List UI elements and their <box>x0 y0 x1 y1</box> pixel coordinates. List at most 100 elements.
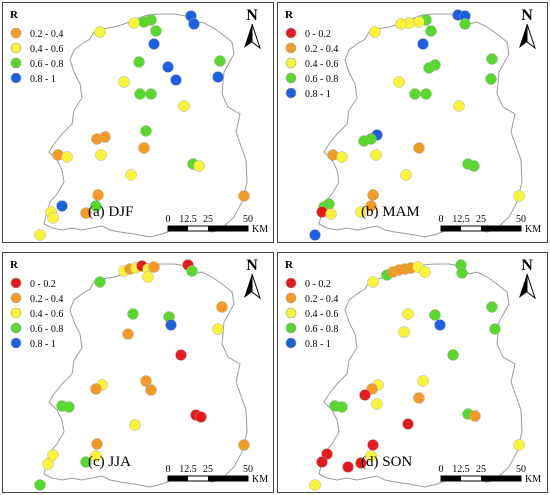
station-marker <box>402 418 414 430</box>
legend-title: R <box>10 9 19 21</box>
scale-tick-label: 12.5 <box>452 214 470 225</box>
legend-title: R <box>285 259 294 271</box>
station-marker <box>367 276 379 288</box>
station-marker <box>95 149 107 161</box>
station-marker <box>145 88 157 100</box>
station-marker <box>238 190 250 202</box>
legend-swatch <box>285 57 297 69</box>
legend-label: 0.6 - 0.8 <box>30 324 63 335</box>
station-marker <box>134 88 146 100</box>
station-marker <box>513 439 525 451</box>
station-marker <box>309 479 321 491</box>
station-markers <box>34 10 250 241</box>
station-marker <box>395 18 407 30</box>
station-marker <box>513 190 525 202</box>
legend-swatch <box>10 27 22 39</box>
station-marker <box>425 25 437 37</box>
station-markers <box>309 9 525 241</box>
legend-label: 0.2 - 0.4 <box>305 44 338 55</box>
scale-unit: KM <box>525 474 541 485</box>
station-marker <box>486 53 498 65</box>
station-marker <box>370 149 382 161</box>
legend-label: 0.4 - 0.6 <box>30 309 63 320</box>
station-marker <box>355 206 367 218</box>
station-marker <box>309 229 321 241</box>
station-marker <box>56 200 68 212</box>
scale-tick-label: 25 <box>476 464 486 475</box>
station-marker <box>336 151 348 163</box>
scale-unit: KM <box>252 224 268 235</box>
legend-label: 0.8 - 1 <box>30 339 56 350</box>
station-marker <box>92 189 104 201</box>
scale-bar-segment <box>441 476 461 481</box>
legend-label: 0 - 0.2 <box>305 279 331 290</box>
legend-swatch <box>10 42 22 54</box>
legend-swatch <box>285 277 297 289</box>
station-marker <box>138 142 150 154</box>
station-marker <box>216 301 228 313</box>
station-marker <box>365 200 377 212</box>
station-marker <box>162 61 174 73</box>
scale-tick-label: 0 <box>166 464 171 475</box>
station-marker <box>178 100 190 112</box>
panel-label: (b) MAM <box>361 204 420 220</box>
station-marker <box>127 308 139 320</box>
station-marker <box>393 76 405 88</box>
station-marker <box>456 267 468 279</box>
scale-tick-label: 50 <box>516 214 526 225</box>
station-marker <box>459 18 471 30</box>
legend-swatch <box>10 337 22 349</box>
legend: 0.2 - 0.4 0.4 - 0.6 0.6 - 0.8 0.8 - 1 <box>10 27 63 85</box>
station-marker <box>358 135 370 147</box>
station-marker <box>129 419 141 431</box>
panel-son: R 0 - 0.2 0.2 - 0.4 0.4 - 0.6 0.6 - 0.8 0.8 … <box>285 256 542 491</box>
station-marker <box>417 375 429 387</box>
scale-tick-label: 50 <box>516 464 526 475</box>
scale-bar-segment <box>168 226 188 231</box>
legend: 0 - 0.2 0.2 - 0.4 0.4 - 0.6 0.6 - 0.8 0.8 - … <box>10 277 63 350</box>
station-marker <box>61 151 73 163</box>
station-marker <box>140 125 152 137</box>
station-marker <box>413 142 425 154</box>
station-marker <box>170 74 182 86</box>
legend-swatch <box>10 72 22 84</box>
legend-label: 0.8 - 1 <box>305 89 331 100</box>
station-marker <box>409 88 421 100</box>
station-marker <box>367 439 379 451</box>
station-marker <box>413 392 425 404</box>
scale-tick-label: 50 <box>243 214 253 225</box>
station-marker <box>145 384 157 396</box>
legend-swatch <box>285 87 297 99</box>
scale-tick-label: 12.5 <box>179 214 197 225</box>
station-marker <box>150 25 162 37</box>
station-marker <box>186 265 198 277</box>
station-marker <box>485 73 497 85</box>
station-marker <box>468 160 480 172</box>
station-marker <box>80 207 92 219</box>
station-marker <box>165 319 177 331</box>
legend-swatch <box>285 27 297 39</box>
scale-bar-segment <box>168 476 188 481</box>
station-marker <box>133 56 145 68</box>
station-marker <box>398 326 410 338</box>
legend-swatch <box>285 337 297 349</box>
station-marker <box>419 266 431 278</box>
legend-swatch <box>285 292 297 304</box>
scale-tick-label: 25 <box>203 214 213 225</box>
scale-bar-segment <box>481 476 521 481</box>
legend-swatch <box>10 57 22 69</box>
legend-swatch <box>10 322 22 334</box>
legend-label: 0.2 - 0.4 <box>30 29 63 40</box>
legend-label: 0.6 - 0.8 <box>30 59 63 70</box>
legend: 0 - 0.2 0.2 - 0.4 0.4 - 0.6 0.6 - 0.8 0.8 - … <box>285 27 338 100</box>
station-marker <box>325 208 337 220</box>
station-marker <box>34 479 46 491</box>
station-marker <box>212 71 224 83</box>
station-marker <box>99 131 111 143</box>
legend-label: 0.4 - 0.6 <box>305 59 338 70</box>
scale-tick-label: 25 <box>203 464 213 475</box>
legend-swatch <box>10 292 22 304</box>
